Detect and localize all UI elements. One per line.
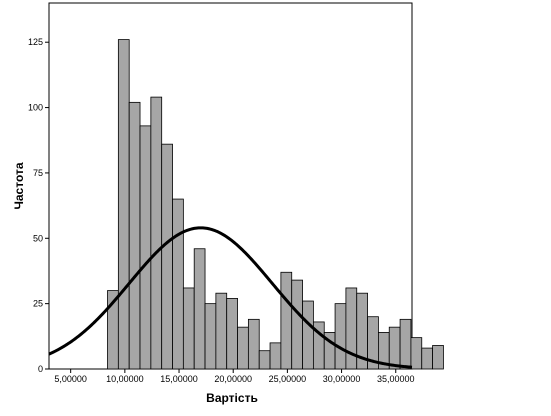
histogram-bar: [204, 303, 217, 370]
histogram-bar: [399, 318, 412, 370]
histogram-bar: [302, 300, 314, 370]
histogram-bar: [258, 350, 271, 370]
histogram-bar: [280, 271, 293, 370]
histogram-bar: [117, 39, 130, 370]
x-tick-label: 20,00000: [214, 374, 252, 384]
x-axis-title: Вартість: [206, 391, 258, 405]
histogram-bar: [172, 198, 184, 370]
x-axis: 5,00000 10,00000 15,00000 20,00000 25,00000 3…: [54, 369, 415, 384]
histogram-bar: [139, 125, 152, 370]
histogram-bar: [334, 303, 347, 370]
histogram-bar: [215, 292, 228, 370]
y-tick-label: 25: [33, 299, 43, 309]
y-axis: 0 25 50 75 100 125: [28, 37, 49, 374]
histogram-bar: [226, 298, 238, 370]
y-tick-label: 125: [28, 37, 43, 47]
histogram-bar: [421, 347, 433, 370]
histogram-bar: [291, 279, 303, 370]
histogram-bar: [247, 318, 260, 370]
y-tick-label: 0: [38, 364, 43, 374]
histogram-bar: [182, 287, 195, 370]
histogram-bar: [128, 101, 141, 370]
histogram-bar: [269, 342, 282, 370]
x-tick-label: 35,00000: [377, 374, 415, 384]
histogram-bar: [193, 248, 206, 370]
histogram-bar: [388, 326, 401, 370]
x-tick-label: 15,00000: [160, 374, 198, 384]
y-tick-label: 100: [28, 103, 43, 113]
y-axis-title: Частота: [12, 162, 26, 209]
histogram-bar: [161, 143, 173, 370]
x-tick-label: 10,00000: [106, 374, 144, 384]
x-tick-label: 30,00000: [323, 374, 361, 384]
histogram-bar: [410, 337, 423, 370]
histogram-bar: [150, 96, 163, 370]
x-tick-label: 5,00000: [54, 374, 87, 384]
bars-group: [107, 39, 444, 370]
x-tick-label: 25,00000: [269, 374, 307, 384]
histogram-bar: [432, 345, 444, 370]
y-tick-label: 75: [33, 168, 43, 178]
normal-curve: [48, 226, 413, 369]
histogram-bar: [237, 326, 249, 370]
y-tick-label: 50: [33, 233, 43, 243]
